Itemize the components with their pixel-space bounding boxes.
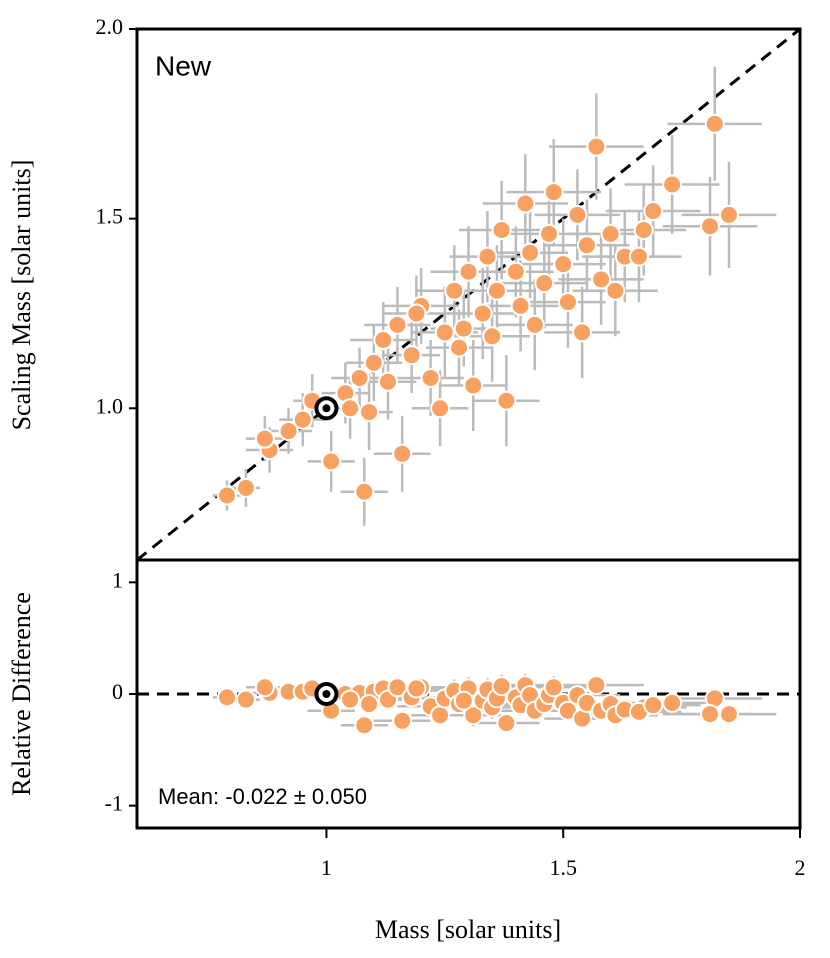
data-point (628, 246, 649, 267)
data-point (363, 352, 384, 373)
data-point (520, 242, 541, 263)
data-point (505, 261, 526, 282)
data-point (216, 687, 237, 708)
data-point (235, 689, 256, 710)
data-point (482, 326, 503, 347)
y-tick-label: -1 (105, 791, 123, 816)
data-point (373, 330, 394, 351)
data-point (553, 254, 574, 275)
y-tick-label: 1 (112, 567, 123, 592)
data-point (321, 451, 342, 472)
data-point (472, 303, 493, 324)
data-point (700, 704, 721, 725)
reference-marker-center (322, 404, 331, 413)
data-point (406, 303, 427, 324)
data-point (477, 246, 498, 267)
data-point (340, 689, 361, 710)
data-point (354, 481, 375, 502)
data-point (216, 485, 237, 506)
data-point (718, 704, 739, 725)
data-point (491, 220, 512, 241)
data-point (539, 223, 560, 244)
plot-area (137, 29, 800, 560)
data-point (496, 713, 517, 734)
data-point (600, 223, 621, 244)
data-point (605, 280, 626, 301)
data-point (449, 337, 470, 358)
data-point (591, 269, 612, 290)
x-tick-label: 2 (795, 855, 806, 880)
x-tick-label: 1 (321, 855, 332, 880)
reference-marker-center (322, 690, 331, 698)
data-point (235, 477, 256, 498)
data-point (576, 235, 597, 256)
data-point (377, 371, 398, 392)
y-axis-label: Scaling Mass [solar units] (7, 160, 36, 431)
data-point (420, 367, 441, 388)
y-axis-label: Relative Difference (7, 592, 36, 796)
data-point (515, 193, 536, 214)
data-point (700, 216, 721, 237)
x-axis-label: Mass [solar units] (375, 915, 561, 944)
data-point (662, 174, 683, 195)
data-point (704, 113, 725, 134)
data-point (387, 314, 408, 335)
data-point (718, 204, 739, 225)
data-point (254, 428, 275, 449)
data-point (534, 273, 555, 294)
data-point (340, 398, 361, 419)
data-point (430, 705, 451, 726)
data-point (401, 345, 422, 366)
data-point (434, 322, 455, 343)
data-point (359, 402, 380, 423)
data-point (430, 398, 451, 419)
data-point (354, 715, 375, 736)
y-tick-label: 2.0 (96, 14, 124, 39)
mean-annotation: Mean: -0.022 ± 0.050 (158, 784, 367, 809)
data-point (359, 694, 380, 715)
data-point (543, 677, 564, 698)
data-point (486, 280, 507, 301)
data-point (406, 678, 427, 699)
y-tick-label: 1.5 (96, 204, 124, 229)
data-point (278, 421, 299, 442)
y-tick-label: 1.0 (96, 393, 124, 418)
data-point (463, 705, 484, 726)
y-tick-label: 0 (112, 679, 123, 704)
data-point (349, 367, 370, 388)
plot-area (137, 673, 800, 736)
data-point (292, 409, 313, 430)
data-point (387, 677, 408, 698)
data-point (524, 314, 545, 335)
data-point (496, 390, 517, 411)
data-point (633, 220, 654, 241)
data-point (254, 677, 275, 698)
data-point (662, 692, 683, 713)
x-tick-label: 1.5 (549, 855, 577, 880)
data-point (463, 375, 484, 396)
data-point (567, 204, 588, 225)
panel-annotation: New (155, 50, 212, 81)
data-point (557, 292, 578, 313)
data-point (392, 710, 413, 731)
data-point (444, 280, 465, 301)
data-point (458, 261, 479, 282)
data-point (572, 322, 593, 343)
data-point (510, 295, 531, 316)
data-point (643, 695, 664, 716)
data-point (453, 690, 474, 711)
data-point (543, 182, 564, 203)
data-point (392, 443, 413, 464)
data-point (453, 318, 474, 339)
data-point (643, 201, 664, 222)
data-point (586, 136, 607, 157)
data-point (491, 676, 512, 697)
data-point (586, 675, 607, 696)
